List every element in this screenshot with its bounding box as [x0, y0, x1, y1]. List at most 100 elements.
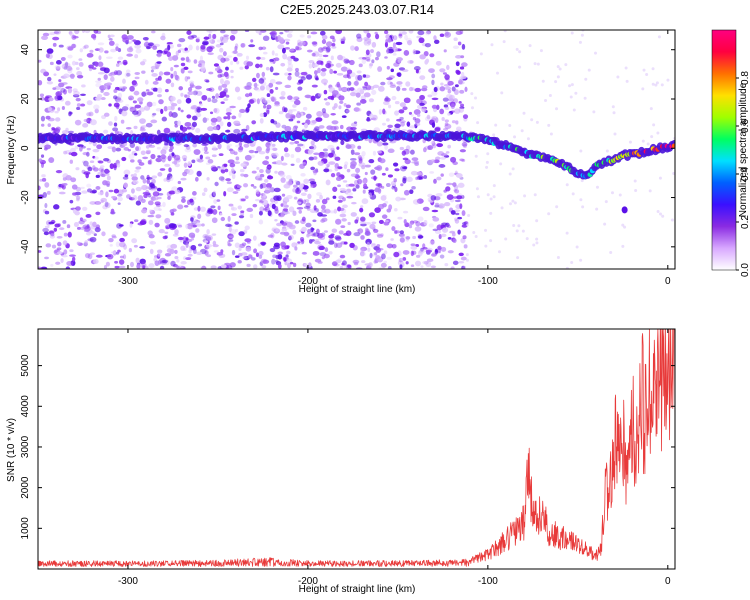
noise-speck: [264, 201, 268, 208]
noise-speck: [443, 104, 449, 108]
noise-speck: [315, 77, 319, 81]
noise-speck: [126, 35, 134, 40]
noise-speck: [355, 92, 361, 98]
noise-speck: [133, 195, 138, 201]
noise-speck: [164, 47, 170, 52]
noise-speck: [279, 96, 286, 100]
noise-speck: [127, 149, 132, 152]
noise-speck: [336, 81, 341, 88]
noise-speck: [66, 65, 73, 71]
noise-speck: [115, 241, 121, 248]
noise-speck: [541, 79, 545, 83]
noise-speck: [113, 88, 118, 93]
noise-speck: [44, 142, 49, 145]
noise-speck: [338, 105, 342, 110]
noise-speck: [455, 55, 463, 59]
noise-speck: [177, 49, 182, 54]
noise-speck: [296, 201, 302, 205]
noise-speck: [356, 229, 360, 232]
noise-speck: [43, 71, 50, 77]
noise-speck: [415, 69, 419, 74]
noise-speck: [465, 258, 469, 262]
noise-speck: [115, 70, 123, 76]
noise-speck: [286, 67, 293, 72]
noise-speck: [111, 234, 116, 238]
noise-speck: [452, 182, 457, 187]
noise-speck: [134, 219, 139, 223]
noise-speck: [224, 80, 231, 85]
noise-speck: [447, 80, 454, 86]
noise-speck: [150, 183, 156, 190]
noise-speck: [237, 205, 243, 210]
noise-speck: [71, 34, 77, 40]
noise-speck: [144, 265, 149, 269]
noise-speck: [139, 258, 146, 265]
noise-speck: [58, 227, 65, 231]
noise-speck: [101, 231, 106, 237]
noise-speck: [211, 217, 218, 224]
noise-speck: [288, 72, 292, 76]
noise-speck: [138, 162, 145, 166]
noise-speck: [205, 244, 213, 248]
noise-speck: [48, 157, 55, 164]
noise-speck: [310, 227, 314, 233]
noise-speck: [356, 33, 362, 39]
noise-speck: [152, 191, 160, 197]
noise-speck: [579, 258, 583, 262]
noise-speck: [417, 235, 424, 239]
noise-speck: [160, 108, 164, 114]
noise-speck: [497, 250, 501, 254]
noise-speck: [38, 185, 41, 191]
noise-speck: [399, 235, 406, 239]
noise-speck: [122, 231, 128, 237]
noise-speck: [470, 106, 474, 110]
colorbar: 0.00.20.40.60.8 Normalized spectral ampl…: [711, 29, 750, 277]
noise-speck: [604, 200, 608, 204]
noise-speck: [440, 173, 444, 177]
noise-speck: [50, 232, 55, 237]
chart-title: C2E5.2025.243.03.07.R14: [280, 2, 434, 17]
noise-speck: [266, 104, 272, 110]
noise-speck: [163, 178, 168, 182]
noise-speck: [391, 243, 397, 249]
noise-speck: [197, 205, 201, 212]
noise-speck: [281, 228, 288, 232]
noise-speck: [96, 31, 102, 34]
noise-speck: [660, 83, 664, 87]
noise-speck: [402, 176, 407, 181]
noise-speck: [346, 69, 353, 75]
noise-speck: [367, 40, 372, 45]
noise-speck: [284, 72, 290, 76]
noise-speck: [201, 94, 208, 101]
noise-speck: [389, 84, 397, 88]
noise-speck: [176, 259, 180, 263]
noise-speck: [299, 40, 306, 46]
noise-speck: [243, 60, 250, 66]
noise-speck: [394, 230, 401, 234]
noise-speck: [384, 145, 389, 150]
noise-speck: [140, 61, 146, 66]
noise-speck: [442, 72, 447, 75]
noise-speck: [242, 255, 248, 260]
noise-speck: [56, 236, 63, 239]
noise-speck: [79, 48, 83, 53]
noise-speck: [386, 256, 393, 260]
noise-speck: [404, 34, 408, 41]
noise-speck: [238, 247, 242, 252]
noise-speck: [95, 211, 101, 216]
noise-speck: [650, 135, 654, 139]
noise-speck: [72, 88, 78, 93]
noise-speck: [87, 253, 93, 260]
colorbar-tick-label: 0.6: [740, 119, 750, 133]
noise-speck: [158, 208, 162, 211]
noise-speck: [141, 208, 147, 214]
y-tick-label: 2000: [20, 476, 31, 499]
noise-speck: [547, 212, 551, 216]
noise-speck: [81, 145, 86, 149]
noise-speck: [461, 43, 466, 50]
noise-speck: [88, 111, 94, 117]
noise-speck: [308, 60, 315, 64]
noise-speck: [222, 51, 227, 57]
noise-speck: [377, 150, 382, 154]
noise-speck: [326, 163, 330, 168]
